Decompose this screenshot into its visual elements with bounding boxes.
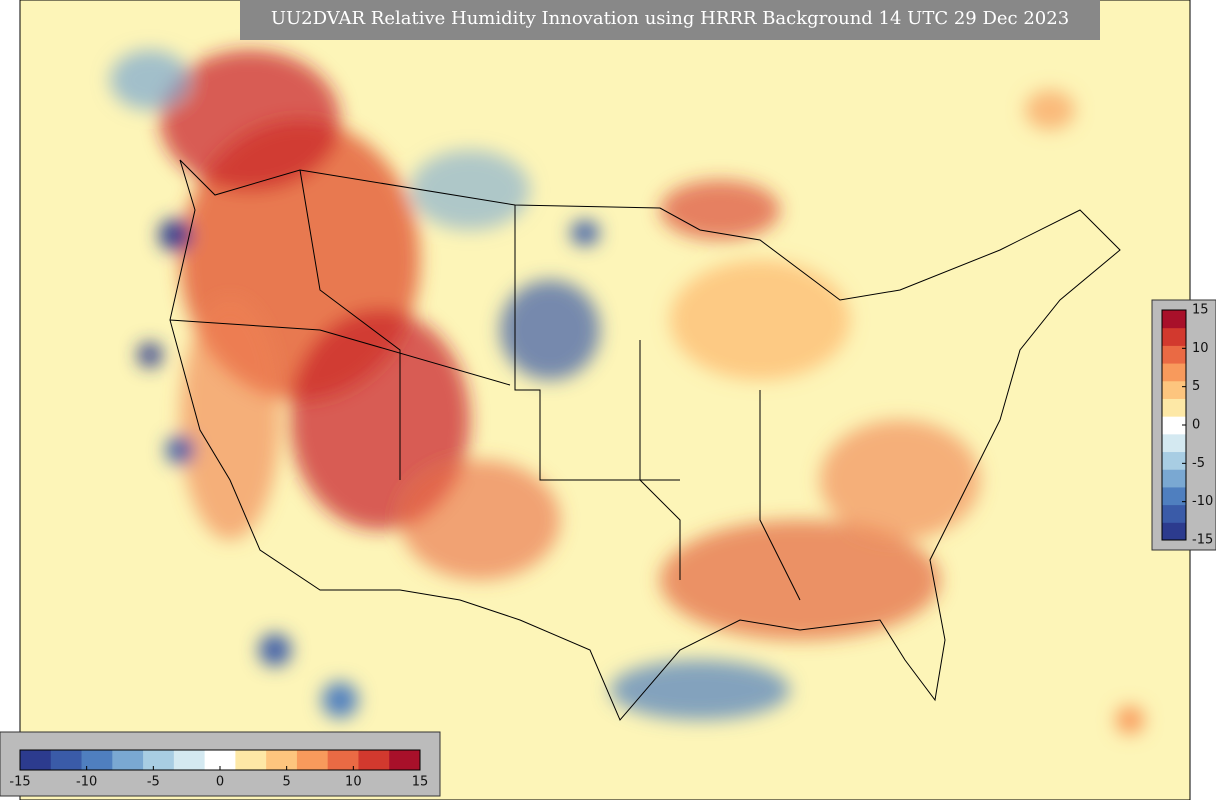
colorbar-segment [296, 750, 329, 770]
colorbar-segment [173, 750, 206, 770]
colorbar-segment [20, 750, 52, 770]
colorbar-tick-label: -10 [76, 775, 97, 790]
colorbar-segment [1162, 345, 1186, 364]
colorbar-tick-label: 15 [412, 775, 429, 790]
colorbar-tick-label: 5 [283, 775, 291, 790]
colorbar-tick-label: 5 [1192, 379, 1200, 394]
colorbar-segment [1162, 504, 1186, 523]
colorbar-tick-label: -5 [1192, 456, 1205, 471]
colorbar-segment [143, 750, 175, 770]
colorbar-segment [1162, 416, 1186, 435]
colorbar-segment [1162, 486, 1186, 506]
colorbar-tick-label: 0 [216, 775, 224, 790]
colorbar-segment [327, 750, 359, 770]
colorbar-segment [389, 750, 421, 770]
colorbar-tick-label: 10 [345, 775, 362, 790]
colorbar-segment [1162, 310, 1186, 329]
title-box [240, 0, 1100, 40]
colorbar-segment [1162, 398, 1186, 417]
colorbar-tick-label: -15 [9, 775, 30, 790]
colorbar-segment [112, 750, 144, 770]
colorbar-tick-label: -15 [1192, 533, 1213, 548]
map-title: UU2DVAR Relative Humidity Innovation usi… [271, 8, 1069, 29]
colorbar-segment [358, 750, 390, 770]
colorbar-tick-label: -5 [147, 775, 160, 790]
colorbar-segment [1162, 469, 1186, 488]
colorbar-segment [1162, 380, 1186, 399]
colorbar-segment [81, 750, 113, 770]
colorbar-tick-label: 15 [1192, 303, 1209, 318]
colorbar-segment [235, 750, 267, 770]
boundaries [169, 159, 1121, 721]
colorbar-segment [1162, 327, 1186, 346]
colorbar-segment [1162, 451, 1186, 470]
colorbar-segment [1162, 433, 1186, 453]
colorbar-segment [1162, 522, 1186, 541]
innovation-field [110, 50, 1144, 734]
colorbar-tick-label: -10 [1192, 494, 1213, 509]
colorbar-segment [204, 750, 236, 770]
colorbar-segment [50, 750, 83, 770]
colorbar-segment [1162, 363, 1186, 382]
colorbar-segment [266, 750, 298, 770]
colorbar-tick-label: 0 [1192, 418, 1200, 433]
colorbar-tick-label: 10 [1192, 341, 1209, 356]
